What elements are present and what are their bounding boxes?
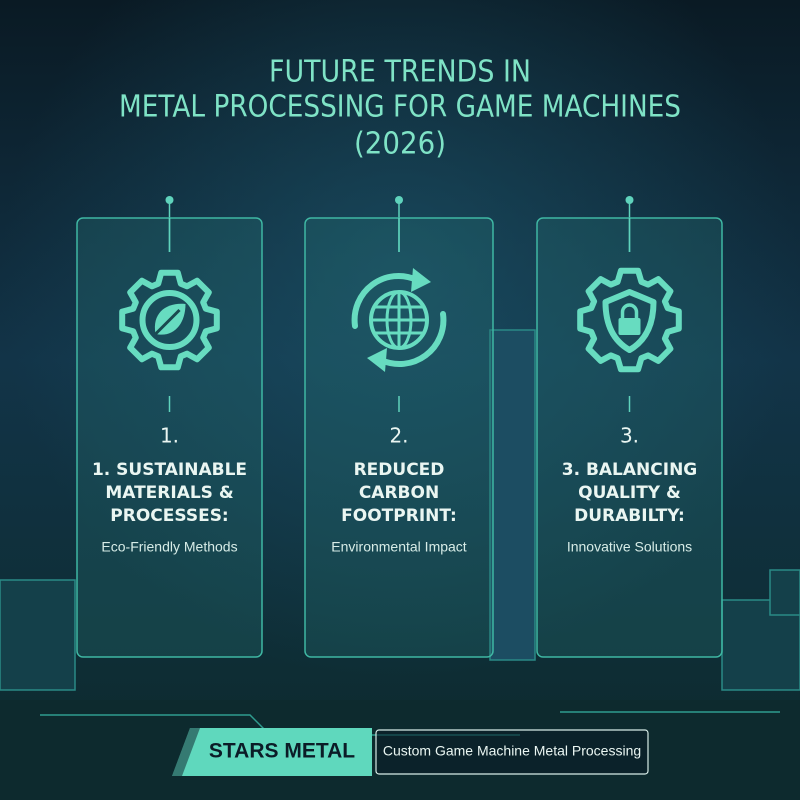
card-heading-line: DURABILTY:: [574, 506, 685, 526]
cards: 1. 1. SUSTAINABLE MATERIALS & PROCESSES: Eco…: [76, 196, 723, 658]
card-heading-line: PROCESSES:: [110, 506, 228, 526]
card-heading-line: CARBON: [359, 483, 439, 503]
connector-dot: [625, 196, 634, 204]
tagline: Custom Game Machine Metal Processing: [383, 743, 641, 759]
decor-block: [769, 569, 800, 616]
card-icon: [577, 267, 682, 373]
gear-icon: [119, 269, 220, 371]
title-line: FUTURE TRENDS IN: [269, 55, 531, 90]
card-subtitle: Innovative Solutions: [567, 539, 692, 555]
card-icon: [119, 269, 220, 371]
card-heading-line: MATERIALS &: [105, 483, 234, 503]
gear-icon: [577, 267, 682, 373]
card-group: 3. 3. BALANCING QUALITY & DURABILTY: Innovat…: [536, 196, 723, 658]
decor-block: [0, 579, 76, 691]
card-group: 2. REDUCED CARBON FOOTPRINT: Environmental I…: [304, 196, 494, 658]
card-heading-line: FOOTPRINT:: [341, 506, 457, 526]
lock-body: [618, 318, 641, 335]
card-heading-line: 3. BALANCING: [562, 460, 698, 480]
leaf-vein: [154, 308, 181, 336]
card-heading-line: QUALITY &: [578, 483, 681, 503]
card-number: 2.: [389, 424, 408, 448]
card-subtitle: Environmental Impact: [331, 539, 467, 555]
connector-dot: [395, 196, 403, 204]
card-number: 1.: [160, 424, 179, 448]
card-number: 3.: [620, 424, 639, 448]
arrow-head: [411, 268, 431, 292]
cycle-arrow: [351, 273, 420, 329]
card-heading-line: 1. SUSTAINABLE: [92, 460, 247, 480]
cycle-arrow: [378, 311, 447, 367]
card-icon: [351, 268, 447, 372]
title-line: (2026): [354, 127, 446, 162]
card-subtitle: Eco-Friendly Methods: [101, 539, 237, 555]
decor-tower: [489, 329, 536, 661]
tagline-box: [375, 729, 649, 775]
shield-icon: [602, 289, 657, 353]
gear-hub: [139, 290, 200, 350]
lock-shackle: [620, 303, 639, 318]
card-group: 1. 1. SUSTAINABLE MATERIALS & PROCESSES: Eco…: [76, 196, 263, 658]
card-heading-line: REDUCED: [354, 460, 445, 480]
arrow-head: [367, 348, 387, 372]
brand-name: STARS METAL: [209, 740, 355, 763]
globe-lines: [371, 292, 427, 348]
connector-dot: [165, 196, 174, 204]
title-line: METAL PROCESSING FOR GAME MACHINES: [119, 90, 681, 125]
brand-badge: [172, 728, 372, 776]
brand-badge-cut: [172, 728, 200, 776]
